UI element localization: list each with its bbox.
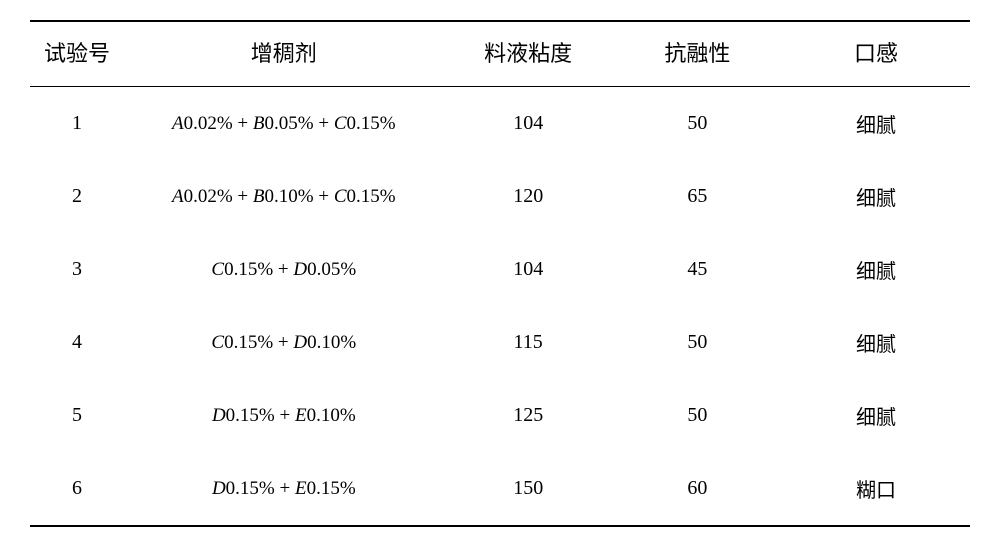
col-header-viscosity: 料液粘度 bbox=[444, 21, 613, 87]
col-header-meltres: 抗融性 bbox=[613, 21, 782, 87]
cell-taste: 细腻 bbox=[782, 379, 970, 452]
cell-meltres: 50 bbox=[613, 379, 782, 452]
formula-text: C0.15% + D0.05% bbox=[211, 259, 356, 280]
table-row: 1 A0.02% + B0.05% + C0.15% 104 50 细腻 bbox=[30, 87, 970, 161]
cell-taste: 糊口 bbox=[782, 452, 970, 526]
cell-taste: 细腻 bbox=[782, 87, 970, 161]
cell-trial: 2 bbox=[30, 160, 124, 233]
cell-viscosity: 150 bbox=[444, 452, 613, 526]
col-header-trial: 试验号 bbox=[30, 21, 124, 87]
col-header-thickener: 增稠剂 bbox=[124, 21, 444, 87]
table-row: 5 D0.15% + E0.10% 125 50 细腻 bbox=[30, 379, 970, 452]
cell-meltres: 65 bbox=[613, 160, 782, 233]
cell-trial: 1 bbox=[30, 87, 124, 161]
cell-viscosity: 115 bbox=[444, 306, 613, 379]
cell-thickener: D0.15% + E0.15% bbox=[124, 452, 444, 526]
cell-meltres: 60 bbox=[613, 452, 782, 526]
cell-trial: 5 bbox=[30, 379, 124, 452]
formula-text: D0.15% + E0.15% bbox=[212, 478, 356, 499]
table-row: 4 C0.15% + D0.10% 115 50 细腻 bbox=[30, 306, 970, 379]
data-table: 试验号 增稠剂 料液粘度 抗融性 口感 1 A0.02% + B0.05% + … bbox=[30, 20, 970, 527]
cell-taste: 细腻 bbox=[782, 306, 970, 379]
cell-trial: 6 bbox=[30, 452, 124, 526]
cell-trial: 3 bbox=[30, 233, 124, 306]
cell-viscosity: 120 bbox=[444, 160, 613, 233]
cell-thickener: C0.15% + D0.05% bbox=[124, 233, 444, 306]
cell-viscosity: 104 bbox=[444, 87, 613, 161]
cell-taste: 细腻 bbox=[782, 233, 970, 306]
cell-trial: 4 bbox=[30, 306, 124, 379]
cell-meltres: 50 bbox=[613, 87, 782, 161]
cell-thickener: A0.02% + B0.05% + C0.15% bbox=[124, 87, 444, 161]
cell-taste: 细腻 bbox=[782, 160, 970, 233]
cell-meltres: 45 bbox=[613, 233, 782, 306]
cell-viscosity: 104 bbox=[444, 233, 613, 306]
table-row: 6 D0.15% + E0.15% 150 60 糊口 bbox=[30, 452, 970, 526]
table-header-row: 试验号 增稠剂 料液粘度 抗融性 口感 bbox=[30, 21, 970, 87]
cell-viscosity: 125 bbox=[444, 379, 613, 452]
formula-text: D0.15% + E0.10% bbox=[212, 405, 356, 426]
formula-text: A0.02% + B0.10% + C0.15% bbox=[172, 186, 396, 207]
table-row: 3 C0.15% + D0.05% 104 45 细腻 bbox=[30, 233, 970, 306]
cell-thickener: A0.02% + B0.10% + C0.15% bbox=[124, 160, 444, 233]
formula-text: C0.15% + D0.10% bbox=[211, 332, 356, 353]
cell-thickener: C0.15% + D0.10% bbox=[124, 306, 444, 379]
cell-thickener: D0.15% + E0.10% bbox=[124, 379, 444, 452]
cell-meltres: 50 bbox=[613, 306, 782, 379]
col-header-taste: 口感 bbox=[782, 21, 970, 87]
formula-text: A0.02% + B0.05% + C0.15% bbox=[172, 113, 396, 134]
table-row: 2 A0.02% + B0.10% + C0.15% 120 65 细腻 bbox=[30, 160, 970, 233]
